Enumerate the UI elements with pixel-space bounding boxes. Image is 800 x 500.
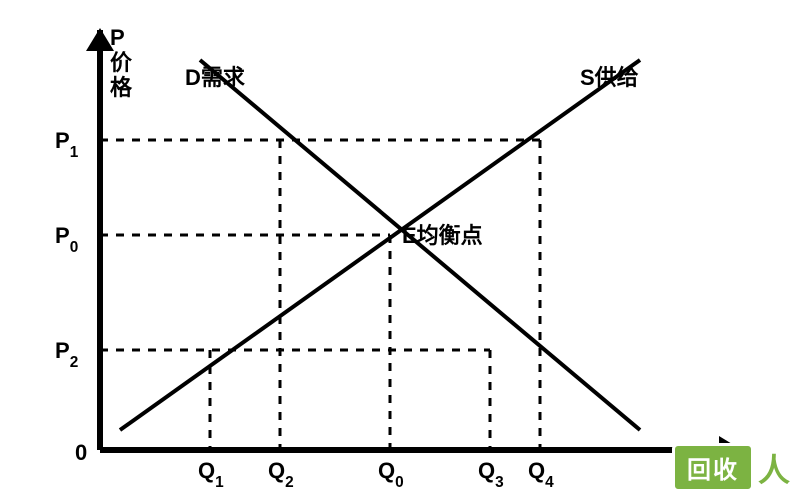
- svg-text:0: 0: [75, 440, 87, 465]
- svg-text:P: P: [110, 25, 125, 50]
- svg-text:格: 格: [110, 75, 133, 100]
- svg-text:Q0: Q0: [378, 458, 404, 490]
- svg-text:Q2: Q2: [268, 458, 294, 490]
- svg-text:S供给: S供给: [580, 65, 639, 90]
- svg-text:E均衡点: E均衡点: [402, 223, 483, 248]
- svg-text:D需求: D需求: [185, 65, 245, 90]
- svg-text:价: 价: [110, 50, 133, 75]
- supply-demand-chart: D需求S供给E均衡点P价格数量0P1P0P2Q1Q2Q0Q3Q4: [20, 10, 780, 490]
- watermark-logo: 回收 人: [672, 443, 790, 492]
- watermark-box: 回收: [672, 443, 754, 492]
- svg-text:Q4: Q4: [528, 458, 554, 490]
- watermark-tail: 人: [758, 445, 790, 491]
- svg-text:P2: P2: [55, 338, 78, 371]
- svg-text:Q3: Q3: [478, 458, 504, 490]
- svg-text:P0: P0: [55, 223, 78, 256]
- svg-text:P1: P1: [55, 128, 79, 161]
- svg-text:Q1: Q1: [198, 458, 224, 490]
